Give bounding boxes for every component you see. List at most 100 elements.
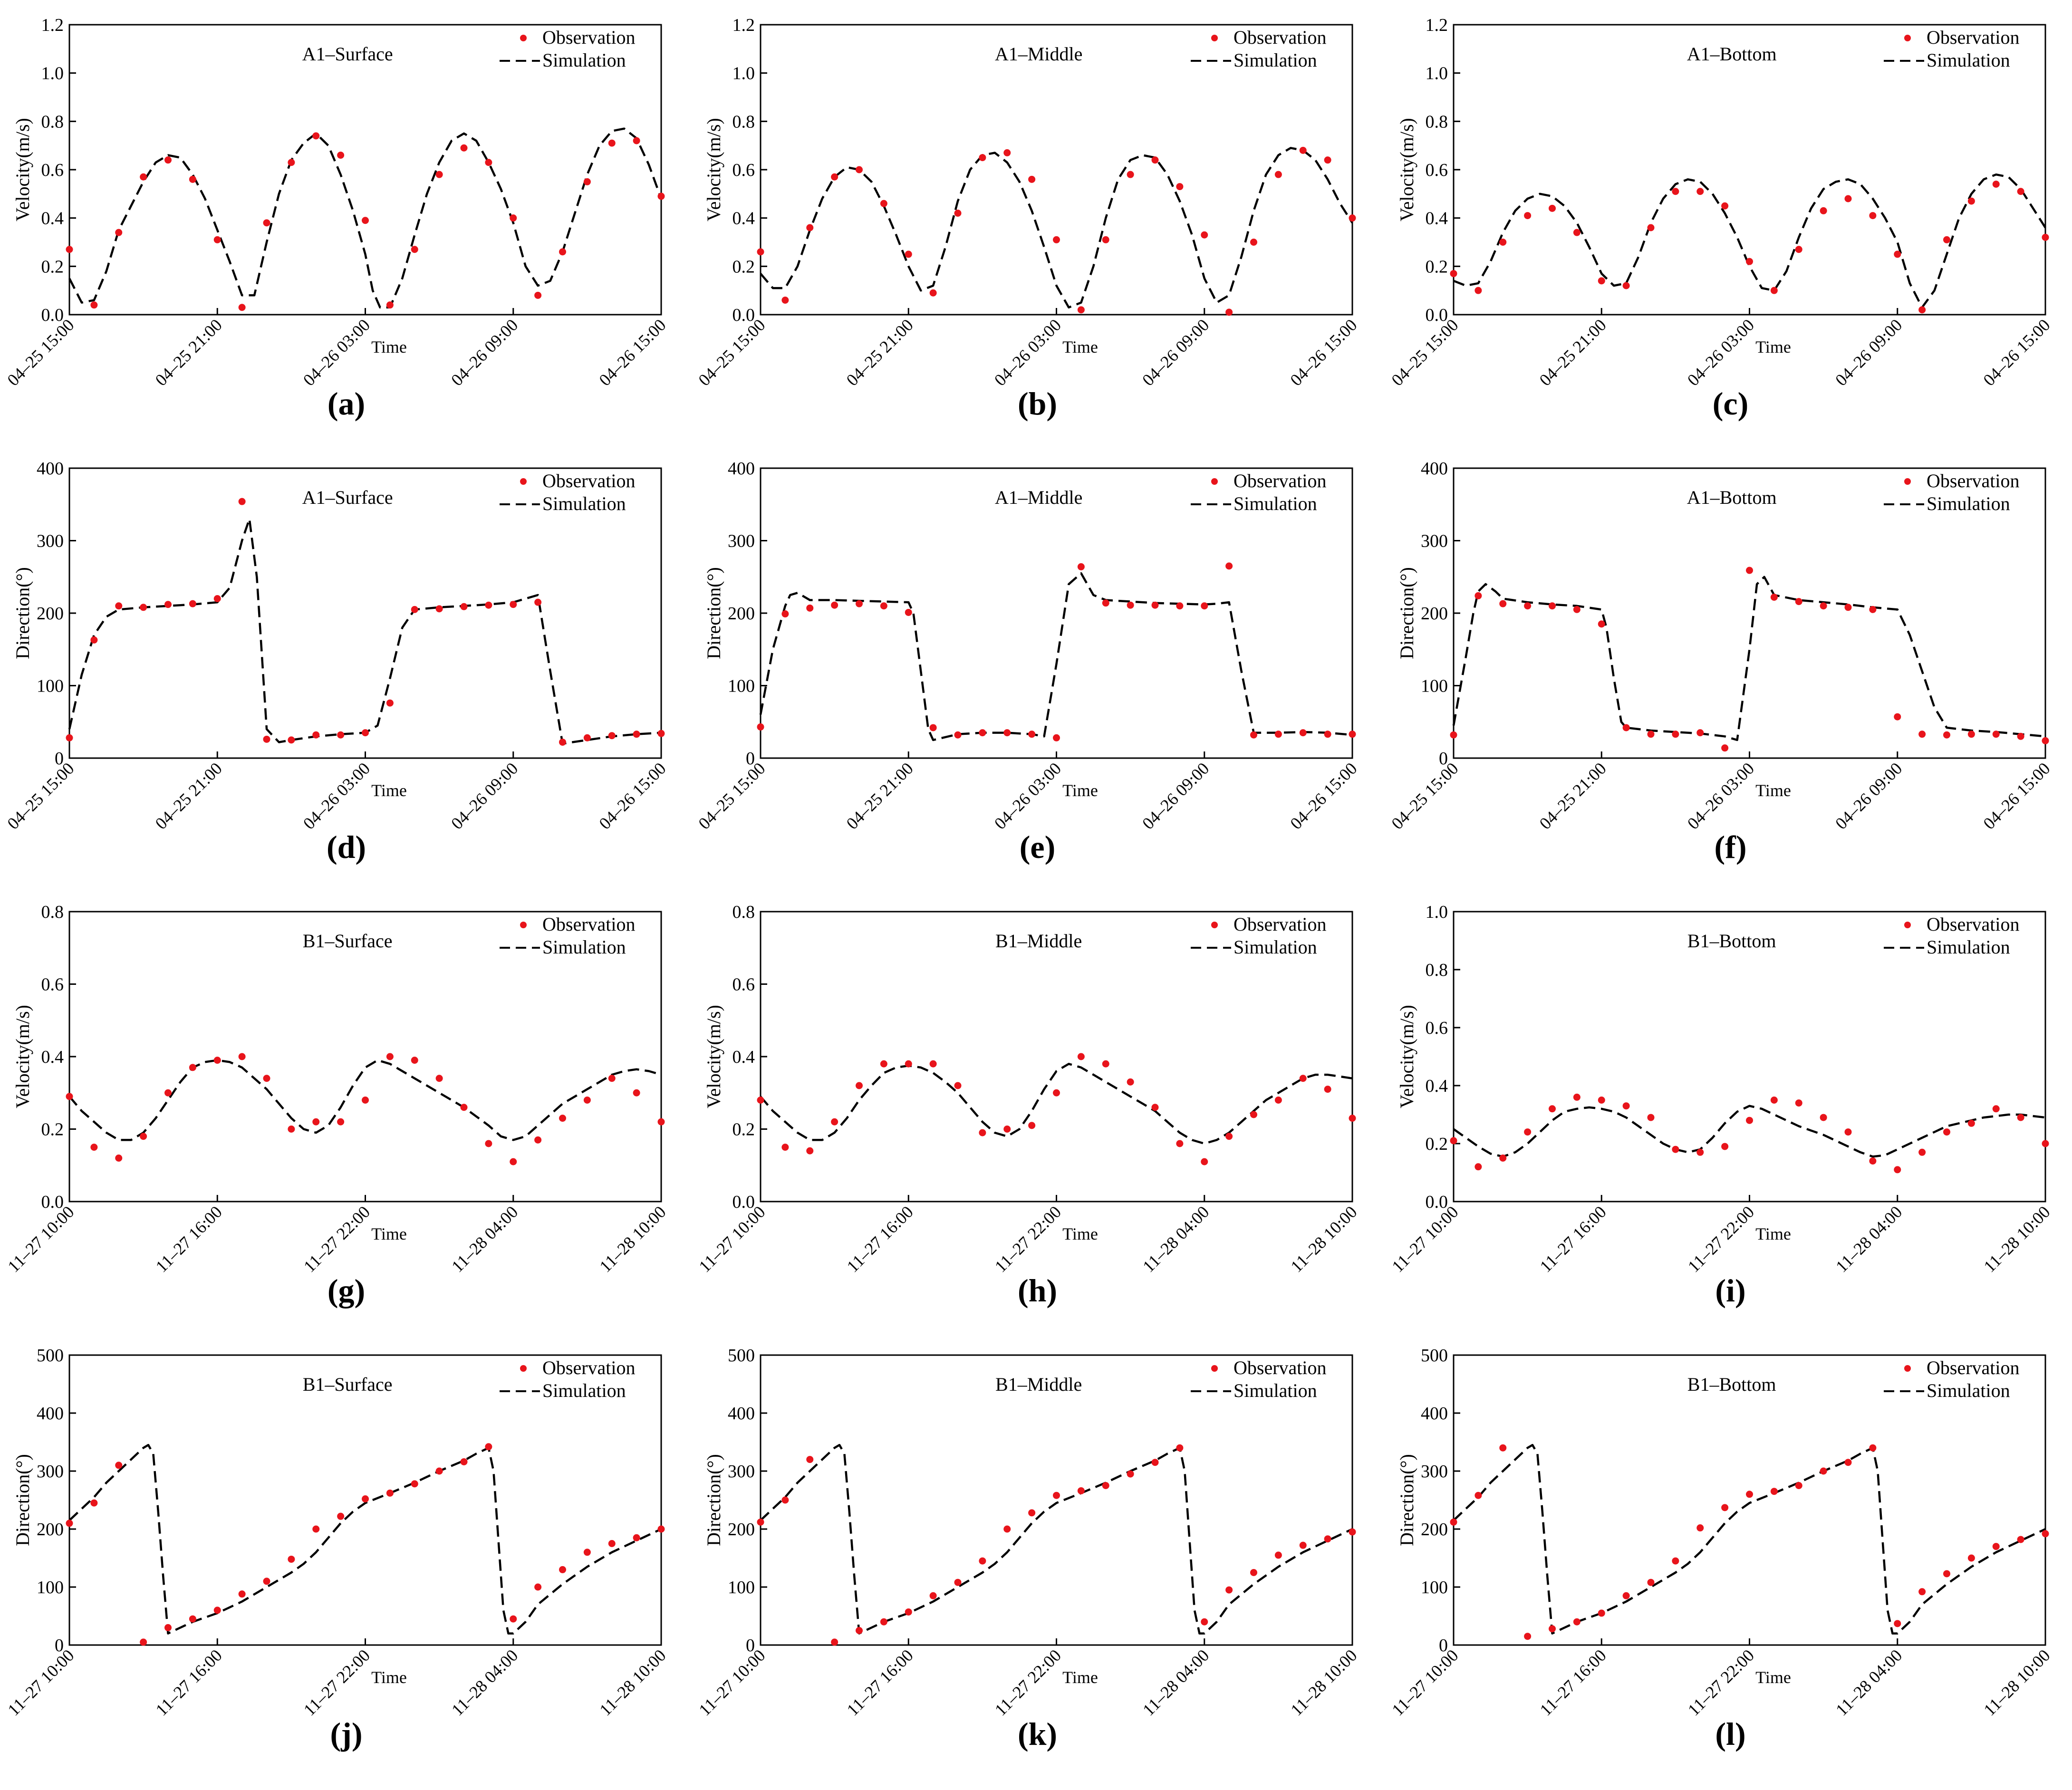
- observation-point: [1894, 1166, 1901, 1174]
- x-tick-label: 11–27 22:00: [300, 1202, 374, 1276]
- observation-point: [1943, 731, 1950, 739]
- observation-point: [1647, 731, 1655, 738]
- y-axis-label: Velocity(m/s): [1396, 118, 1417, 221]
- legend-observation-label: Observation: [1927, 1357, 2020, 1378]
- observation-point: [1869, 1444, 1877, 1452]
- observation-point: [559, 248, 566, 256]
- observation-point: [1053, 734, 1060, 741]
- panel-h: 0.0 0.2 0.4 0.6 0.8 11–27 10:00 11–27 16:00 11–…: [695, 902, 1360, 1309]
- panel-title: A1–Middle: [995, 487, 1082, 508]
- legend-observation-marker: [1904, 478, 1911, 485]
- x-tick-label: 11–27 16:00: [1536, 1646, 1610, 1719]
- observation-point: [1549, 602, 1556, 610]
- observation-point: [460, 1104, 468, 1111]
- observation-point: [1127, 171, 1134, 178]
- observation-point: [1102, 599, 1109, 607]
- observation-point: [90, 1144, 98, 1151]
- observation-point: [1151, 156, 1159, 164]
- observation-point: [1647, 1114, 1655, 1121]
- observation-point: [657, 1525, 665, 1533]
- observation-point: [1746, 258, 1753, 265]
- observation-point: [386, 699, 394, 707]
- observation-point: [411, 606, 418, 613]
- observation-point: [1573, 1093, 1581, 1101]
- observation-point: [1967, 197, 1975, 205]
- legend-simulation-label: Simulation: [1234, 936, 1317, 958]
- observation-point: [979, 1557, 986, 1565]
- observation-point: [1573, 606, 1581, 613]
- legend-simulation-label: Simulation: [1234, 1380, 1317, 1401]
- x-tick-label: 04–26 15:00: [1979, 759, 2053, 833]
- observation-point: [1918, 1148, 1926, 1156]
- observation-point: [337, 731, 345, 739]
- observation-point: [856, 600, 863, 607]
- x-tick-label: 04–25 21:00: [152, 315, 226, 389]
- observation-point: [189, 1615, 196, 1623]
- observation-point: [1721, 202, 1729, 210]
- observation-point: [1869, 1157, 1877, 1165]
- x-tick-label: 11–28 04:00: [448, 1646, 521, 1719]
- legend-simulation-label: Simulation: [1234, 49, 1317, 71]
- observation-point: [1795, 598, 1802, 606]
- observation-point: [1499, 1155, 1507, 1162]
- y-tick-label: 1.0: [1426, 902, 1448, 922]
- observation-point: [929, 1060, 937, 1068]
- legend-observation-marker: [1904, 1365, 1911, 1372]
- observation-point: [485, 1140, 492, 1147]
- x-tick-label: 11–28 04:00: [1832, 1646, 1906, 1719]
- observation-point: [1918, 1588, 1926, 1596]
- simulation-line: [760, 1444, 1353, 1635]
- observation-point: [213, 595, 221, 602]
- observation-point: [1844, 1459, 1852, 1466]
- panel-title: B1–Middle: [995, 930, 1082, 952]
- x-axis-label: Time: [1062, 337, 1098, 356]
- x-tick-label: 04–26 03:00: [1684, 315, 1758, 389]
- y-tick-label: 1.2: [1426, 15, 1448, 35]
- observation-point: [435, 1075, 443, 1082]
- y-tick-label: 0: [55, 749, 64, 769]
- simulation-line: [1453, 173, 2046, 309]
- observation-point: [559, 1566, 566, 1573]
- legend-observation-label: Observation: [542, 914, 636, 935]
- observation-point: [460, 1458, 468, 1465]
- observation-point: [1324, 1086, 1331, 1093]
- observation-point: [435, 171, 443, 178]
- observation-point: [1770, 1097, 1778, 1104]
- observation-point: [115, 229, 123, 236]
- observation-point: [583, 1549, 591, 1556]
- x-tick-label: 04–25 21:00: [152, 759, 226, 833]
- panel-b: 0.0 0.2 0.4 0.6 0.8 1.0 1.2 04–25 15:00 04–25 21…: [694, 15, 1360, 422]
- observation-point: [140, 173, 147, 181]
- legend-observation-label: Observation: [1927, 914, 2020, 935]
- observation-point: [1450, 1137, 1457, 1145]
- observation-point: [583, 178, 591, 185]
- x-tick-label: 04–25 15:00: [3, 759, 77, 833]
- x-tick-label: 11–27 16:00: [1536, 1202, 1610, 1276]
- observation-point: [435, 1467, 443, 1475]
- observation-point: [1869, 212, 1877, 220]
- observation-point: [1672, 1557, 1679, 1565]
- observation-point: [1795, 1482, 1802, 1489]
- observation-point: [1598, 1609, 1605, 1617]
- simulation-line: [760, 147, 1353, 309]
- observation-point: [583, 1097, 591, 1104]
- panel-label: (k): [1018, 1716, 1057, 1752]
- y-tick-label: 0.4: [732, 1047, 755, 1067]
- observation-point: [608, 732, 616, 740]
- observation-point: [1225, 562, 1233, 570]
- observation-point: [115, 1462, 123, 1469]
- observation-point: [435, 605, 443, 613]
- x-tick-label: 11–27 10:00: [1388, 1202, 1462, 1276]
- panel-label: (f): [1715, 829, 1747, 865]
- panel-label: (l): [1715, 1716, 1745, 1752]
- observation-point: [608, 1540, 616, 1547]
- observation-point: [1967, 731, 1975, 738]
- y-tick-label: 0.8: [732, 112, 755, 132]
- observation-point: [164, 1089, 172, 1097]
- observation-point: [1450, 270, 1457, 278]
- y-tick-label: 0.0: [732, 1192, 755, 1212]
- observation-point: [2042, 737, 2049, 744]
- y-tick-label: 1.2: [732, 15, 755, 35]
- x-tick-label: 11–27 16:00: [152, 1202, 226, 1276]
- y-tick-label: 300: [728, 531, 755, 551]
